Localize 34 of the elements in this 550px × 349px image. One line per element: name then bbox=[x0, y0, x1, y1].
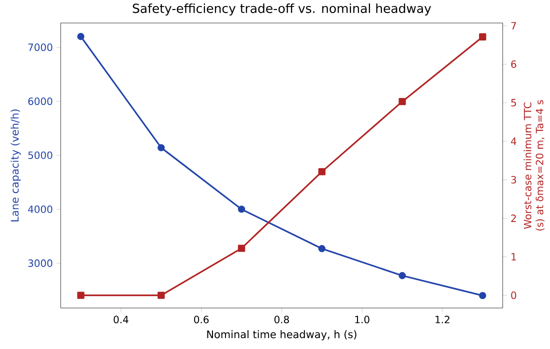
y2-tick-label: 1 bbox=[512, 253, 516, 260]
point bbox=[398, 272, 406, 280]
y2-tick-label: 6 bbox=[511, 60, 516, 68]
point bbox=[238, 206, 246, 213]
x-tick-label: 0.4 bbox=[114, 316, 128, 324]
y-tick-label: 7000 bbox=[28, 44, 52, 52]
y-tick-label: 5000 bbox=[28, 151, 52, 160]
y2-tick-label: 7 bbox=[511, 22, 516, 30]
point bbox=[77, 32, 84, 40]
y-tick-label: 6000 bbox=[28, 97, 52, 106]
chart-title: Safety-efficiency trade-off vs. nominal headway bbox=[132, 3, 432, 16]
point bbox=[318, 245, 326, 252]
y-tick-label: 3000 bbox=[28, 259, 52, 267]
x-tick-label: 0.6 bbox=[194, 316, 209, 324]
y2-axis-title: Worst-case minimum TTC (s) at δmax=20 m, Ta=4 s bbox=[524, 100, 544, 230]
y-tick-label: 4000 bbox=[28, 205, 52, 213]
y2-tick-label: 3 bbox=[511, 176, 516, 184]
point bbox=[238, 244, 246, 252]
x-axis-title: Nominal time headway, h (s) bbox=[207, 330, 356, 340]
y2-tick-label: 4 bbox=[510, 138, 516, 145]
point bbox=[158, 292, 165, 299]
y2-tick-label: 5 bbox=[511, 99, 516, 106]
x-tick-label: 1.0 bbox=[355, 316, 370, 324]
point bbox=[77, 292, 84, 299]
y2-tick-label: 2 bbox=[511, 214, 516, 222]
x-tick-label: 0.8 bbox=[274, 316, 289, 324]
y2-tick-label: 0 bbox=[511, 292, 516, 300]
x-tick-label: 1.2 bbox=[436, 316, 450, 324]
y-axis-title: Lane capacity (veh/h) bbox=[10, 110, 21, 222]
point bbox=[158, 144, 165, 152]
point bbox=[318, 168, 326, 176]
point bbox=[479, 292, 486, 300]
point bbox=[479, 33, 486, 40]
point bbox=[398, 98, 406, 106]
